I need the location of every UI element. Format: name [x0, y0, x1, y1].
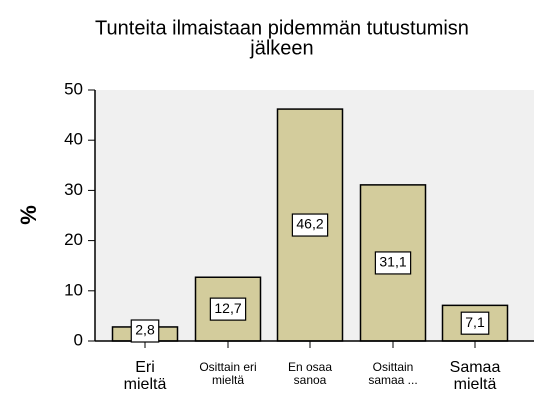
- value-label-text: 46,2: [296, 216, 323, 232]
- x-tick-label: Eri: [135, 359, 155, 376]
- y-tick-label: 40: [64, 130, 83, 149]
- bar: [359, 184, 427, 342]
- value-label-box: [291, 213, 329, 237]
- value-label-box: [374, 251, 412, 275]
- x-tick-label: Osittain: [373, 360, 414, 374]
- x-tick-label: mieltä: [212, 373, 244, 387]
- y-tick-label: 20: [64, 230, 83, 249]
- value-label-box: [209, 297, 247, 321]
- x-tick-label: samaa ...: [368, 373, 417, 387]
- value-label-text: 2,8: [135, 322, 155, 338]
- chart-title: Tunteita ilmaistaan pidemmän tutustumisn: [95, 17, 469, 39]
- y-tick-label: 30: [64, 180, 83, 199]
- value-label: 7,1: [460, 311, 490, 335]
- y-axis-label: %: [16, 205, 41, 225]
- value-label-text: 31,1: [379, 254, 406, 270]
- value-label: 31,1: [374, 251, 412, 275]
- value-label-box: [460, 311, 490, 335]
- x-tick-label: mieltä: [124, 376, 167, 393]
- value-label: 46,2: [291, 213, 329, 237]
- chart-title: jälkeen: [249, 37, 313, 59]
- x-tick-label: mieltä: [454, 376, 497, 393]
- y-tick-label: 10: [64, 280, 83, 299]
- value-label-box: [130, 319, 160, 343]
- value-label-text: 7,1: [465, 314, 485, 330]
- y-tick-label: 0: [74, 330, 83, 349]
- x-tick-label: sanoa: [294, 373, 327, 387]
- value-label-text: 12,7: [214, 300, 241, 316]
- y-tick-label: 50: [64, 79, 83, 98]
- x-tick-label: En osaa: [288, 360, 332, 374]
- x-tick-label: Osittain eri: [199, 360, 256, 374]
- value-label: 2,8: [130, 319, 160, 343]
- x-tick-label: Samaa: [450, 359, 501, 376]
- value-label: 12,7: [209, 297, 247, 321]
